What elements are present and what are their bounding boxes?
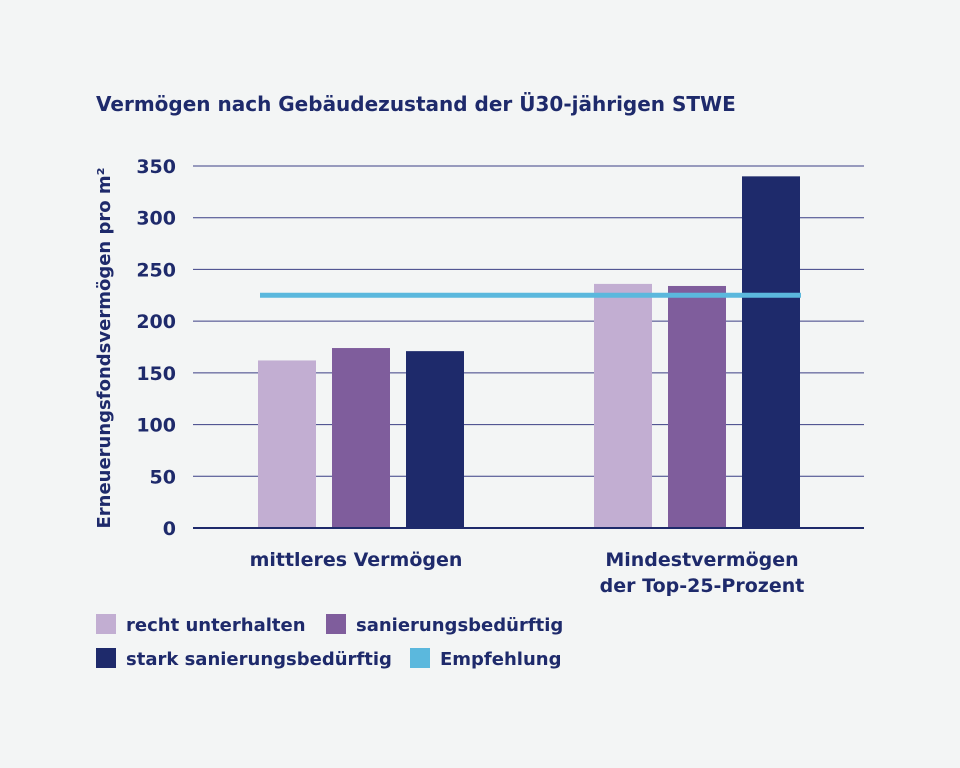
x-category-label: mittleres Vermögen [250, 549, 463, 571]
bar [742, 176, 800, 529]
legend-swatch [326, 614, 346, 634]
y-axis-label: Erneuerungsfondsvermögen pro m² [94, 167, 115, 528]
chart-title: Vermögen nach Gebäudezustand der Ü30-jäh… [96, 92, 736, 116]
legend-swatch [410, 648, 430, 668]
bar [332, 348, 390, 528]
bar [406, 351, 464, 528]
bar [668, 285, 726, 528]
y-tick-label: 0 [163, 518, 176, 540]
y-tick-label: 150 [136, 363, 176, 385]
x-category-label: der Top-25-Prozent [600, 575, 805, 597]
legend-label: sanierungsbedürftig [356, 615, 563, 636]
legend: recht unterhalten sanierungsbedürftig star… [96, 614, 563, 670]
x-axis-categories: mittleres Vermögen Mindestvermögen der Top… [250, 549, 805, 597]
y-tick-label: 100 [136, 415, 176, 437]
x-category-label: Mindestvermögen [605, 549, 798, 571]
y-tick-label: 50 [150, 466, 176, 488]
bar [594, 283, 652, 528]
bars [258, 176, 800, 529]
y-axis-ticks: 0 50 100 150 200 250 300 350 [136, 156, 176, 540]
y-tick-label: 300 [136, 208, 176, 230]
legend-swatch [96, 614, 116, 634]
legend-label: recht unterhalten [126, 615, 306, 636]
y-tick-label: 250 [136, 259, 176, 281]
bar [258, 360, 316, 528]
legend-swatch [96, 648, 116, 668]
legend-label: Empfehlung [440, 649, 561, 670]
y-tick-label: 200 [136, 311, 176, 333]
legend-label: stark sanierungsbedürftig [126, 649, 392, 670]
y-tick-label: 350 [136, 156, 176, 178]
